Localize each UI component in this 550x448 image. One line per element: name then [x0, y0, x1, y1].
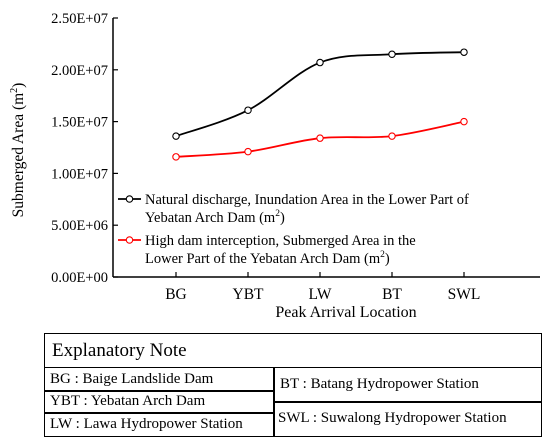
legend-swatch-marker: [125, 236, 134, 244]
data-point: [172, 132, 180, 140]
x-tick-label: BT: [382, 286, 402, 303]
y-tick-label: 1.00E+07: [51, 166, 108, 182]
data-point: [388, 50, 396, 59]
x-tick-label: SWL: [448, 286, 481, 303]
legend-label: Yebatan Arch Dam (m2): [145, 209, 285, 226]
line-chart: 0.00E+00 5.00E+06 1.00E+07 1.50E+07 2.00E+07…: [9, 11, 540, 321]
data-point: [244, 147, 252, 156]
note-row-divider: [45, 412, 273, 414]
y-axis-title: Submerged Area (m2): [9, 83, 27, 218]
data-point: [172, 153, 180, 161]
data-point: [460, 48, 468, 56]
x-tick-label: BG: [165, 286, 187, 303]
y-tick-label: 0.00E+00: [51, 270, 108, 286]
note-row-divider: [45, 390, 273, 392]
data-point: [244, 106, 252, 114]
chart-legend: Natural discharge, Inundation Area in th…: [118, 192, 469, 267]
legend-label: High dam interception, Submerged Area in…: [145, 233, 416, 249]
x-tick-label: LW: [309, 286, 332, 303]
x-axis-title: Peak Arrival Location: [275, 304, 416, 321]
note-item-bt: BT : Batang Hydropower Station: [280, 376, 479, 392]
note-item-lw: LW : Lawa Hydropower Station: [50, 415, 243, 432]
data-point: [316, 58, 324, 67]
chart-series: [172, 48, 468, 161]
y-tick-label: 2.50E+07: [51, 11, 108, 27]
note-item-swl: SWL : Suwalong Hydropower Station: [278, 410, 507, 426]
note-item-ybt: YBT : Yebatan Arch Dam: [50, 392, 206, 409]
explanatory-note: Explanatory Note BG : Baige Landslide Da…: [44, 333, 542, 437]
explanatory-note-grid: BG : Baige Landslide Dam YBT : Yebatan A…: [45, 368, 541, 436]
note-row-divider: [273, 401, 541, 403]
x-tick-label: YBT: [233, 286, 265, 303]
explanatory-note-title: Explanatory Note: [45, 334, 541, 368]
data-point: [388, 132, 396, 140]
y-tick-label: 5.00E+06: [51, 218, 108, 234]
legend-swatch-marker: [125, 195, 134, 203]
legend-label: Lower Part of the Yebatan Arch Dam (m2): [145, 250, 390, 267]
note-item-bg: BG : Baige Landslide Dam: [50, 370, 214, 387]
chart-axes: 0.00E+00 5.00E+06 1.00E+07 1.50E+07 2.00E+07…: [9, 11, 540, 321]
data-point: [460, 117, 468, 126]
legend-label: Natural discharge, Inundation Area in th…: [145, 192, 469, 208]
y-tick-label: 1.50E+07: [51, 115, 108, 131]
data-point: [316, 134, 324, 142]
y-tick-label: 2.00E+07: [51, 63, 108, 79]
